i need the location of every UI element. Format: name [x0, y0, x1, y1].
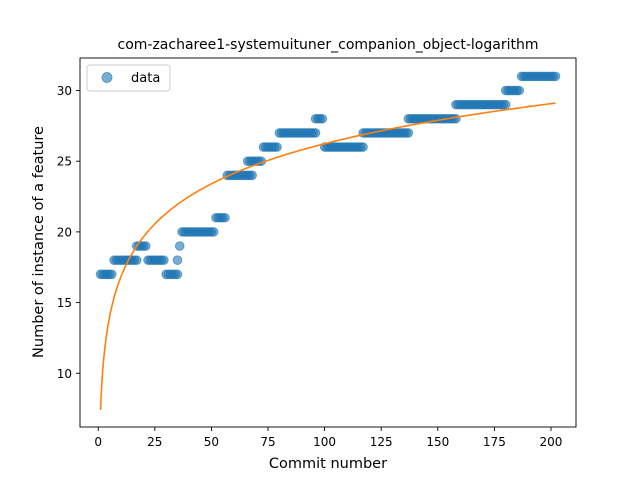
data-points: [95, 71, 561, 280]
legend-marker-data: [101, 72, 113, 83]
data-point: [172, 255, 183, 265]
x-axis-label: Commit number: [269, 456, 387, 472]
x-tick-label: 50: [204, 435, 219, 449]
x-tick-label: 200: [540, 435, 563, 449]
x-tick-label: 100: [313, 435, 336, 449]
data-point: [220, 212, 230, 223]
x-tick-label: 75: [260, 435, 275, 449]
y-tick-label: 25: [57, 155, 72, 169]
data-point: [317, 113, 328, 124]
x-tick-label: 175: [483, 435, 506, 449]
data-point: [403, 128, 414, 138]
data-point: [500, 99, 511, 110]
data-point: [131, 255, 142, 265]
y-tick-label: 20: [57, 225, 72, 239]
legend: data: [86, 64, 171, 92]
y-tick-label: 10: [57, 367, 72, 381]
y-axis-label: Number of instance of a feature: [31, 126, 47, 358]
data-point: [107, 269, 117, 280]
legend-label-data: data: [131, 71, 160, 86]
data-point: [172, 269, 183, 280]
x-axis-ticks: 0 25 50 75 100 125 150 175 200: [94, 427, 562, 449]
legend-box: [86, 64, 171, 92]
data-point: [247, 170, 257, 181]
data-point: [208, 227, 219, 237]
y-tick-label: 15: [57, 296, 72, 310]
x-tick-label: 125: [370, 435, 393, 449]
fit-line: [99, 102, 556, 411]
data-point: [159, 255, 169, 265]
data-point: [358, 142, 368, 152]
x-tick-label: 0: [94, 435, 102, 449]
plot-frame: [79, 57, 577, 428]
y-tick-label: 30: [57, 84, 72, 98]
data-point: [514, 85, 525, 96]
chart-title: com-zacharee1-systemuituner_companion_ob…: [118, 37, 539, 53]
y-axis-ticks: 10 15 20 25 30: [57, 84, 80, 381]
x-tick-label: 150: [426, 435, 449, 449]
plot-area: [80, 58, 576, 427]
data-point: [310, 128, 321, 138]
data-point: [451, 113, 461, 124]
data-point: [272, 142, 282, 152]
data-point: [174, 241, 185, 251]
data-point: [550, 71, 561, 82]
x-tick-label: 25: [147, 435, 162, 449]
data-point: [140, 241, 151, 251]
